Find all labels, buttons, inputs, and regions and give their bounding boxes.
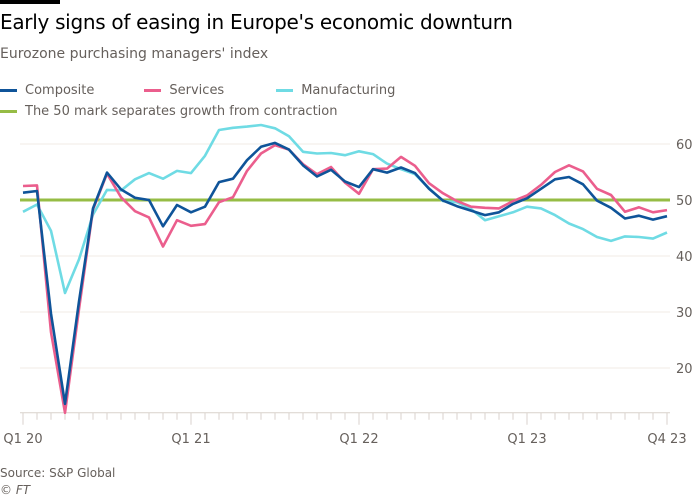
source-note: Source: S&P Global: [0, 466, 116, 480]
legend-label-manufacturing: Manufacturing: [301, 83, 396, 98]
x-tick-label: Q1 20: [3, 432, 42, 447]
legend-item-composite: Composite: [0, 83, 94, 98]
credit-note: © FT: [0, 483, 31, 497]
legend-item-reference: The 50 mark separates growth from contra…: [0, 104, 337, 119]
y-tick-label: 20: [676, 362, 693, 377]
y-tick-label: 40: [676, 250, 693, 265]
legend-swatch-reference: [0, 110, 17, 113]
legend: Composite Services Manufacturing The 50 …: [0, 80, 421, 122]
legend-swatch-composite: [0, 89, 17, 92]
series-line-services: [22, 143, 668, 415]
y-tick-label: 50: [676, 194, 693, 209]
y-tick-label: 60: [676, 138, 693, 153]
y-tick-label: 30: [676, 306, 693, 321]
x-tick-label: Q1 21: [171, 432, 210, 447]
chart-subtitle: Eurozone purchasing managers' index: [0, 46, 269, 62]
legend-label-services: Services: [169, 83, 225, 98]
series-line-composite: [22, 141, 668, 406]
chart-title: Early signs of easing in Europe's econom…: [0, 10, 513, 34]
legend-swatch-manufacturing: [276, 89, 294, 92]
legend-item-manufacturing: Manufacturing: [276, 83, 395, 98]
x-tick-label: Q4 23: [647, 432, 686, 447]
x-tick-label: Q1 23: [507, 432, 546, 447]
series-line-manufacturing: [22, 123, 668, 295]
legend-item-services: Services: [144, 83, 224, 98]
x-tick-label: Q1 22: [339, 432, 378, 447]
legend-label-composite: Composite: [25, 83, 95, 98]
legend-label-reference: The 50 mark separates growth from contra…: [25, 104, 338, 119]
legend-swatch-services: [144, 89, 162, 92]
brand-bar: [0, 0, 60, 4]
